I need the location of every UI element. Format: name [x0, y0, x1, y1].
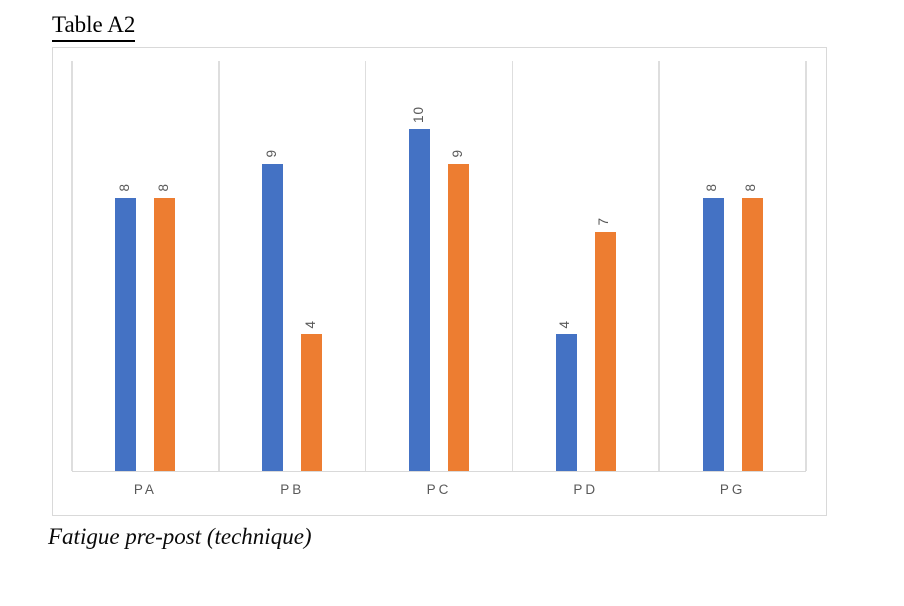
gridline — [71, 61, 73, 471]
category-label-pc: PC — [426, 482, 452, 497]
chart-title: Table A2 — [52, 12, 136, 43]
gridline — [218, 61, 220, 471]
bar-value-label: 9 — [263, 148, 279, 158]
bar-pb-series2 — [301, 334, 323, 471]
bar-pa-series2 — [154, 197, 176, 471]
bar-value-label: 8 — [155, 183, 171, 192]
bar-value-label: 8 — [116, 183, 132, 192]
gridline — [364, 61, 367, 471]
bar-pg-series2 — [741, 197, 763, 471]
bar-pd-series2 — [594, 231, 616, 471]
category-label-pa: PA — [133, 482, 157, 497]
category-label-pd: PD — [573, 482, 599, 497]
bar-pa-series1 — [115, 197, 137, 471]
gridline — [658, 61, 660, 471]
gridline — [511, 61, 514, 471]
bar-pb-series1 — [262, 163, 284, 471]
bar-pc-series2 — [448, 163, 469, 471]
bar-pd-series1 — [555, 334, 577, 471]
bar-value-label: 9 — [449, 148, 465, 158]
bar-value-label: 4 — [557, 319, 573, 329]
chart-caption: Fatigue pre-post (technique) — [48, 524, 312, 549]
category-label-pb: PB — [280, 482, 305, 497]
bar-value-label: 8 — [704, 183, 720, 192]
bar-pc-series1 — [409, 129, 430, 471]
bar-pg-series1 — [702, 197, 724, 471]
plot-area: 8 9 10 4 8 8 4 9 7 8 — [71, 61, 807, 472]
bar-value-label: 7 — [596, 217, 612, 226]
category-label-pg: PG — [719, 482, 746, 497]
bar-value-label: 10 — [410, 106, 426, 124]
chart-frame: 8 9 10 4 8 8 4 9 7 8 PA PB PC PD PG — [52, 47, 827, 516]
bar-value-label: 4 — [302, 319, 318, 329]
bar-value-label: 8 — [743, 183, 759, 192]
gridline — [805, 61, 807, 471]
